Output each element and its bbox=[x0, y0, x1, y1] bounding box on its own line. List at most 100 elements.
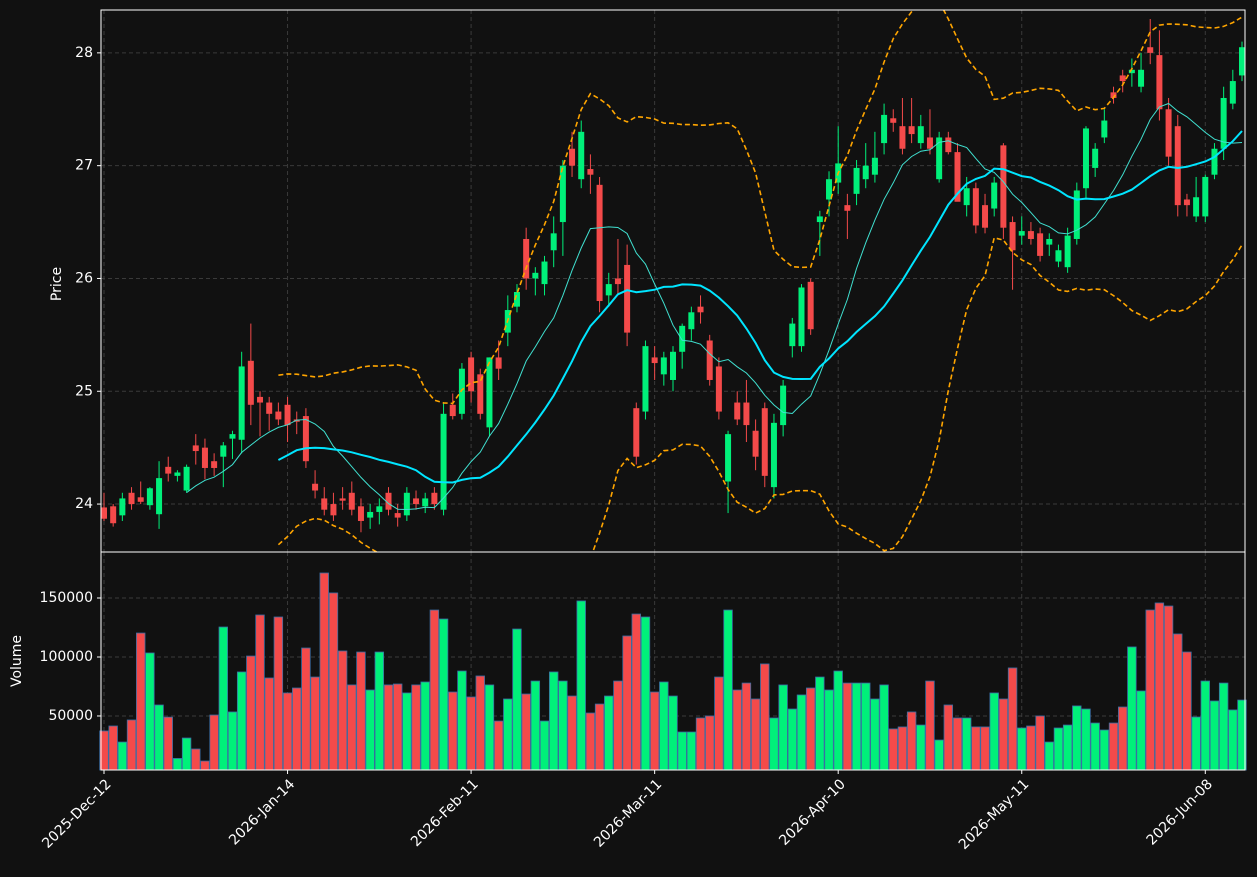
volume-bar bbox=[1154, 602, 1165, 771]
volume-bar bbox=[1053, 727, 1064, 771]
volume-bar bbox=[282, 692, 293, 771]
candle-body bbox=[1128, 69, 1135, 74]
x-tick-label: 2026-May-11 bbox=[956, 776, 1033, 853]
volume-bar bbox=[1117, 706, 1128, 771]
volume-bar bbox=[319, 572, 329, 771]
candle-body bbox=[871, 157, 878, 175]
candle-body bbox=[238, 366, 245, 440]
candle-body bbox=[1092, 148, 1099, 168]
candle-body bbox=[679, 325, 686, 352]
candle-body bbox=[1147, 47, 1154, 53]
volume-bar bbox=[750, 698, 761, 771]
candle-body bbox=[853, 167, 860, 194]
candle-body bbox=[651, 357, 658, 364]
x-tick-label: 2026-Mar-11 bbox=[591, 776, 665, 850]
volume-bar bbox=[1228, 709, 1238, 771]
candle-body bbox=[816, 216, 823, 223]
candle-body bbox=[734, 402, 741, 420]
volume-bar bbox=[916, 724, 926, 771]
candle-body bbox=[394, 513, 401, 518]
candle-body bbox=[385, 492, 392, 510]
volume-bar bbox=[1191, 716, 1201, 771]
candle-body bbox=[1165, 109, 1172, 157]
candle-body bbox=[550, 233, 557, 251]
volume-bar bbox=[539, 720, 550, 771]
volume-frame bbox=[100, 551, 1246, 771]
volume-bar bbox=[227, 711, 238, 771]
volume-bar bbox=[1218, 682, 1229, 771]
candle-body bbox=[1229, 81, 1236, 104]
volume-bar bbox=[879, 684, 889, 771]
candle-body bbox=[468, 357, 475, 392]
candle-body bbox=[596, 184, 603, 302]
x-tick-label: 2026-Feb-11 bbox=[408, 776, 482, 850]
volume-bar bbox=[1007, 667, 1018, 771]
volume-bar bbox=[145, 652, 155, 771]
candle-body bbox=[1138, 69, 1145, 87]
candle-body bbox=[1174, 126, 1181, 206]
candle-body bbox=[266, 402, 273, 414]
candle-body bbox=[688, 312, 695, 330]
volume-bar bbox=[466, 696, 476, 771]
volume-bar bbox=[484, 684, 495, 771]
volume-bar bbox=[980, 726, 990, 771]
candle-body bbox=[578, 131, 585, 180]
candle-body bbox=[330, 504, 337, 516]
volume-tick-label: 50000 bbox=[48, 708, 93, 724]
candle-body bbox=[220, 445, 227, 457]
candle-body bbox=[559, 165, 566, 223]
volume-bar bbox=[805, 687, 816, 771]
volume-bar bbox=[613, 680, 623, 771]
candle-body bbox=[991, 182, 998, 209]
candle-body bbox=[633, 408, 640, 457]
volume-tick-label: 100000 bbox=[40, 649, 93, 665]
candle-body bbox=[201, 447, 208, 468]
candle-body bbox=[899, 126, 906, 149]
volume-bar bbox=[429, 609, 440, 771]
candle-body bbox=[532, 272, 539, 279]
volume-bar bbox=[108, 725, 118, 771]
candle-body bbox=[963, 188, 970, 206]
volume-bar bbox=[1044, 741, 1054, 771]
volume-bar bbox=[796, 694, 807, 771]
volume-bar bbox=[870, 698, 880, 771]
volume-bar bbox=[126, 719, 137, 771]
candle-body bbox=[1009, 222, 1016, 251]
volume-bar bbox=[337, 650, 348, 771]
volume-bar bbox=[604, 695, 614, 771]
candle-body bbox=[1055, 250, 1062, 262]
candle-body bbox=[926, 137, 933, 149]
volume-bar bbox=[906, 711, 917, 771]
candle-body bbox=[257, 396, 264, 403]
candle-body bbox=[165, 466, 172, 474]
candle-body bbox=[156, 478, 163, 515]
candle-body bbox=[936, 137, 943, 180]
candle-body bbox=[477, 374, 484, 414]
candle-body bbox=[367, 511, 374, 518]
y-tick-label: 25 bbox=[75, 383, 93, 399]
volume-bar bbox=[686, 731, 697, 771]
volume-bar bbox=[1090, 722, 1100, 771]
candle-body bbox=[247, 360, 254, 405]
volume-bar bbox=[741, 682, 752, 771]
volume-bar bbox=[567, 695, 577, 771]
volume-bar bbox=[769, 717, 779, 771]
volume-bar bbox=[897, 726, 908, 771]
candle-body bbox=[972, 188, 979, 226]
candle-body bbox=[1220, 97, 1227, 149]
price-frame bbox=[100, 9, 1246, 553]
volume-bar bbox=[1035, 715, 1045, 771]
volume-bar bbox=[989, 692, 999, 771]
candle-body bbox=[1110, 92, 1117, 98]
candle-body bbox=[1211, 148, 1218, 175]
candle-body bbox=[1046, 238, 1053, 245]
volume-bar bbox=[493, 720, 504, 771]
volume-tick-label: 150000 bbox=[40, 590, 93, 606]
volume-bar bbox=[925, 680, 935, 771]
candle-body bbox=[357, 506, 364, 521]
candle-body bbox=[110, 506, 117, 524]
volume-bar bbox=[347, 684, 357, 771]
candle-body bbox=[587, 169, 594, 175]
candle-body bbox=[624, 264, 631, 333]
